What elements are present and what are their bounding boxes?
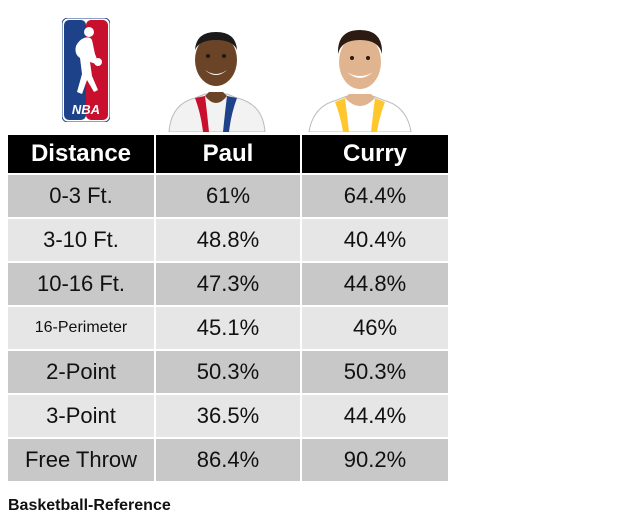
- paul-cell: 50.3%: [156, 351, 300, 393]
- shooting-table: Distance Paul Curry 0-3 Ft. 61% 64.4% 3-…: [6, 133, 450, 483]
- table-row: 10-16 Ft. 47.3% 44.8%: [8, 263, 448, 305]
- logo-text: NBA: [72, 102, 100, 117]
- paul-cell: 48.8%: [156, 219, 300, 261]
- distance-cell: 2-Point: [8, 351, 154, 393]
- paul-cell: 36.5%: [156, 395, 300, 437]
- table-row: 3-10 Ft. 48.8% 40.4%: [8, 219, 448, 261]
- curry-cell: 90.2%: [302, 439, 448, 481]
- table-header-row: Distance Paul Curry: [8, 135, 448, 173]
- distance-cell: 16-Perimeter: [8, 307, 154, 349]
- table-row: 2-Point 50.3% 50.3%: [8, 351, 448, 393]
- paul-cell: 45.1%: [156, 307, 300, 349]
- paul-cell: 47.3%: [156, 263, 300, 305]
- paul-photo: [168, 32, 266, 132]
- distance-cell: 3-Point: [8, 395, 154, 437]
- curry-cell: 50.3%: [302, 351, 448, 393]
- curry-cell: 46%: [302, 307, 448, 349]
- header-paul: Paul: [156, 135, 300, 173]
- paul-cell: 86.4%: [156, 439, 300, 481]
- curry-cell: 64.4%: [302, 175, 448, 217]
- table-row: 3-Point 36.5% 44.4%: [8, 395, 448, 437]
- header-area: NBA: [6, 0, 448, 133]
- curry-cell: 44.8%: [302, 263, 448, 305]
- distance-cell: 3-10 Ft.: [8, 219, 154, 261]
- curry-photo: [308, 30, 412, 132]
- nba-logo-icon: NBA: [62, 18, 110, 122]
- distance-cell: Free Throw: [8, 439, 154, 481]
- table-row: Free Throw 86.4% 90.2%: [8, 439, 448, 481]
- curry-cell: 44.4%: [302, 395, 448, 437]
- source-label: Basketball-Reference: [8, 497, 171, 514]
- paul-cell: 61%: [156, 175, 300, 217]
- table-row: 16-Perimeter 45.1% 46%: [8, 307, 448, 349]
- table-row: 0-3 Ft. 61% 64.4%: [8, 175, 448, 217]
- distance-cell: 10-16 Ft.: [8, 263, 154, 305]
- curry-cell: 40.4%: [302, 219, 448, 261]
- distance-cell: 0-3 Ft.: [8, 175, 154, 217]
- header-distance: Distance: [8, 135, 154, 173]
- header-curry: Curry: [302, 135, 448, 173]
